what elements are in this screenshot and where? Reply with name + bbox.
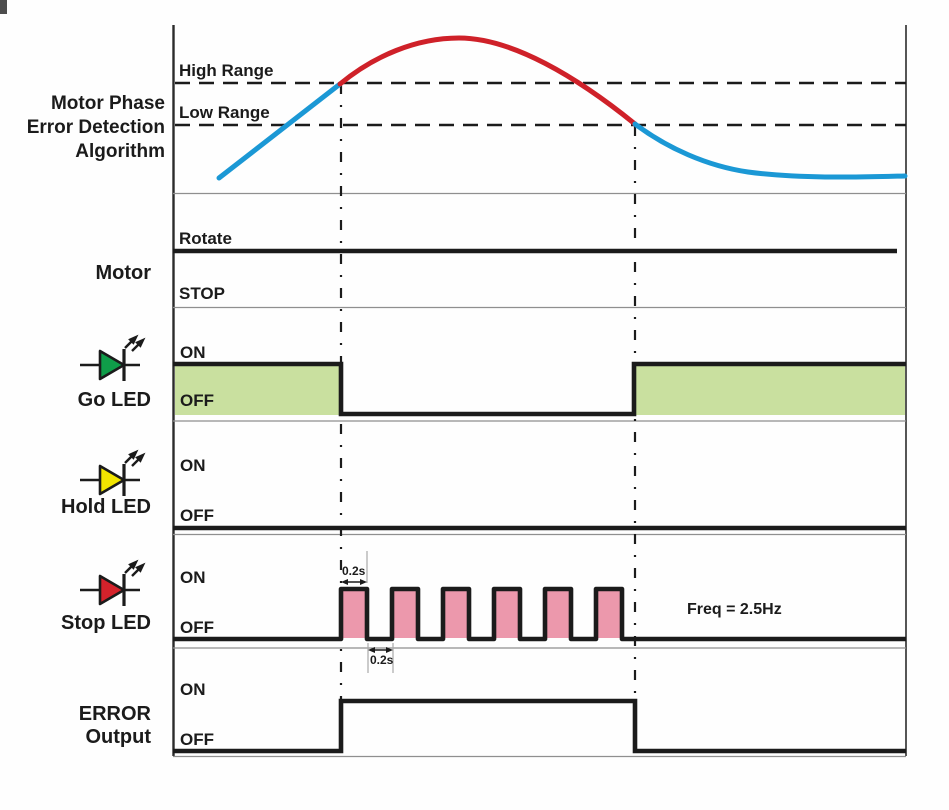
stop-led-pulse xyxy=(394,591,416,638)
hold-led-icon xyxy=(80,449,146,496)
stop-led-pulse xyxy=(343,591,365,638)
stop-led-pulse xyxy=(496,591,518,638)
hold-off-label: OFF xyxy=(180,506,214,525)
go-led-label: Go LED xyxy=(77,389,151,411)
stop-led-pulse xyxy=(547,591,569,638)
curve-rising-blue xyxy=(216,81,343,181)
error-off-label: OFF xyxy=(180,730,214,749)
error-output-signal xyxy=(173,698,906,754)
curve-decay-blue xyxy=(632,121,908,180)
stop-off-label: OFF xyxy=(180,618,214,637)
hold-on-label: ON xyxy=(180,456,206,475)
go-on-fill-right xyxy=(636,366,905,415)
error-on-label: ON xyxy=(180,680,206,699)
section-separators xyxy=(173,192,906,758)
go-on-label: ON xyxy=(180,343,206,362)
pulse-on-annotation xyxy=(341,551,368,585)
stop-led-pulse-fills xyxy=(343,591,620,638)
motor-stop-label: STOP xyxy=(179,284,225,303)
pulse-on-duration-label: 0.2s xyxy=(342,564,366,578)
hold-led-label: Hold LED xyxy=(61,496,151,518)
pulse-off-duration-label: 0.2s xyxy=(370,653,394,667)
go-on-fill-left xyxy=(175,366,339,415)
stop-led-icon xyxy=(80,559,146,606)
error-output-label: ERROR Output xyxy=(78,703,151,748)
frequency-label: Freq = 2.5Hz xyxy=(687,601,782,618)
go-led-icon xyxy=(80,334,146,381)
stop-led-pulse xyxy=(445,591,467,638)
motor-rotate-label: Rotate xyxy=(179,229,232,248)
go-led-signal xyxy=(173,361,906,417)
stop-on-label: ON xyxy=(180,568,206,587)
corner-artifact xyxy=(0,0,7,14)
diagram-title: Motor Phase Error Detection Algorithm xyxy=(26,93,165,162)
stop-led-label: Stop LED xyxy=(61,612,151,634)
high-range-label: High Range xyxy=(179,61,274,80)
curve-peak-red xyxy=(337,35,638,127)
stop-led-signal xyxy=(173,586,906,642)
stop-led-pulse xyxy=(598,591,620,638)
motor-label: Motor xyxy=(95,262,151,284)
go-off-label: OFF xyxy=(180,391,214,410)
low-range-label: Low Range xyxy=(179,103,270,122)
phase-error-curve xyxy=(216,35,908,181)
pulse-off-annotation xyxy=(367,643,394,673)
